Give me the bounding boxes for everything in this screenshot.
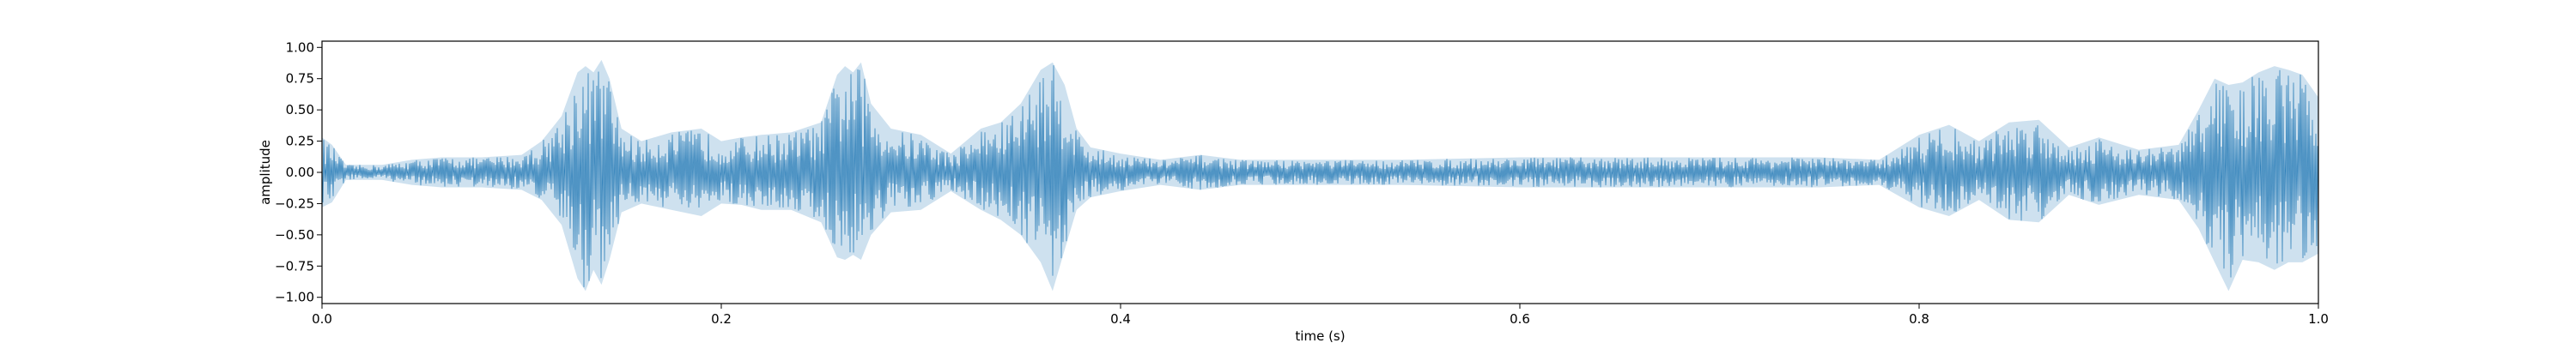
y-tick-label: 0.50 bbox=[286, 102, 314, 117]
x-tick-label: 0.8 bbox=[1909, 311, 1929, 327]
y-tick-label: 0.00 bbox=[286, 165, 314, 180]
x-tick-label: 0.0 bbox=[312, 311, 332, 327]
x-tick-label: 0.4 bbox=[1110, 311, 1131, 327]
x-tick-label: 1.0 bbox=[2308, 311, 2329, 327]
plot-area bbox=[321, 59, 2319, 292]
waveform-line-0 bbox=[321, 65, 2319, 287]
y-tick-label: 0.75 bbox=[286, 71, 314, 87]
y-tick-label: −0.25 bbox=[275, 196, 314, 211]
x-tick-label: 0.2 bbox=[711, 311, 732, 327]
x-tick-label: 0.6 bbox=[1510, 311, 1530, 327]
y-tick-label: 1.00 bbox=[286, 39, 314, 55]
y-tick-label: 0.25 bbox=[286, 134, 314, 149]
y-axis-label: amplitude bbox=[258, 140, 273, 205]
y-tick-label: −0.75 bbox=[275, 258, 314, 274]
x-axis-ticks: 0.0 0.2 0.4 0.6 0.8 1.0 bbox=[312, 304, 2329, 327]
y-axis-ticks: −1.00 −0.75 −0.50 −0.25 0.00 0.25 0.50 0.75 1.00 bbox=[275, 39, 322, 305]
y-tick-label: −0.50 bbox=[275, 227, 314, 243]
y-tick-label: −1.00 bbox=[275, 290, 314, 305]
x-axis-label: time (s) bbox=[1295, 328, 1345, 343]
